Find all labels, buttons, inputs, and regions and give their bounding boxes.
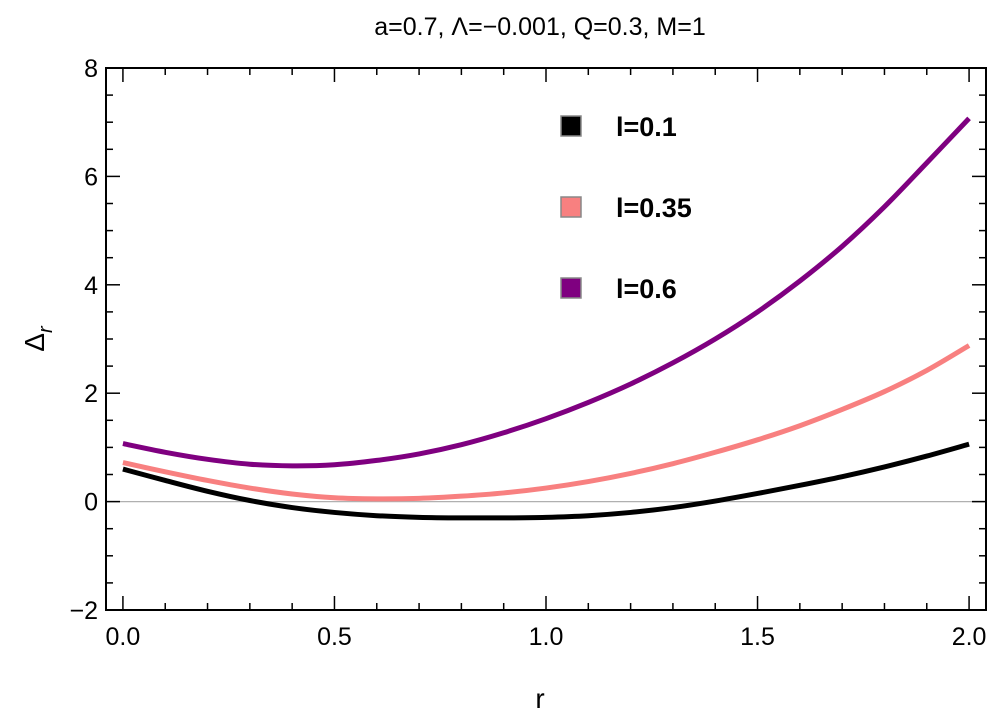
plot-frame xyxy=(105,67,987,611)
x-tick-label: 2.0 xyxy=(952,623,987,651)
y-tick-label: −2 xyxy=(69,597,98,625)
chart-title: a=0.7, Λ=−0.001, Q=0.3, M=1 xyxy=(374,13,706,41)
x-tick-label: 1.0 xyxy=(529,623,564,651)
y-axis-label-main: Δ xyxy=(19,333,50,352)
x-tick-label: 0.0 xyxy=(106,623,141,651)
y-axis-label-sub: r xyxy=(35,325,57,333)
y-tick-label: 8 xyxy=(84,55,98,83)
y-tick-label: 6 xyxy=(84,163,98,191)
legend: l=0.1 l=0.35 l=0.6 xyxy=(560,112,692,304)
legend-swatch xyxy=(560,277,582,299)
legend-label: l=0.1 xyxy=(616,112,677,142)
x-tick-label: 1.5 xyxy=(740,623,775,651)
series-layer xyxy=(122,116,971,521)
series-line-3 xyxy=(122,116,971,469)
legend-label: l=0.6 xyxy=(616,274,677,304)
x-axis-label: r xyxy=(535,683,544,714)
series-line-2 xyxy=(122,343,971,502)
legend-item-2: l=0.35 xyxy=(560,193,692,223)
legend-item-1: l=0.1 xyxy=(560,112,677,142)
y-axis-label: Δr xyxy=(19,325,57,352)
series-line-1 xyxy=(122,441,970,521)
y-tick-label: 0 xyxy=(84,489,98,517)
y-tick-label: 2 xyxy=(84,380,98,408)
tick-labels-layer: 0.0 0.5 1.0 1.5 2.0 −2 0 2 4 6 8 xyxy=(69,55,986,651)
y-tick-label: 4 xyxy=(84,272,98,300)
legend-swatch xyxy=(560,196,582,218)
legend-swatch xyxy=(560,115,582,137)
legend-item-3: l=0.6 xyxy=(560,274,677,304)
legend-label: l=0.35 xyxy=(616,193,692,223)
x-tick-label: 0.5 xyxy=(317,623,352,651)
ticks-layer xyxy=(106,67,986,611)
